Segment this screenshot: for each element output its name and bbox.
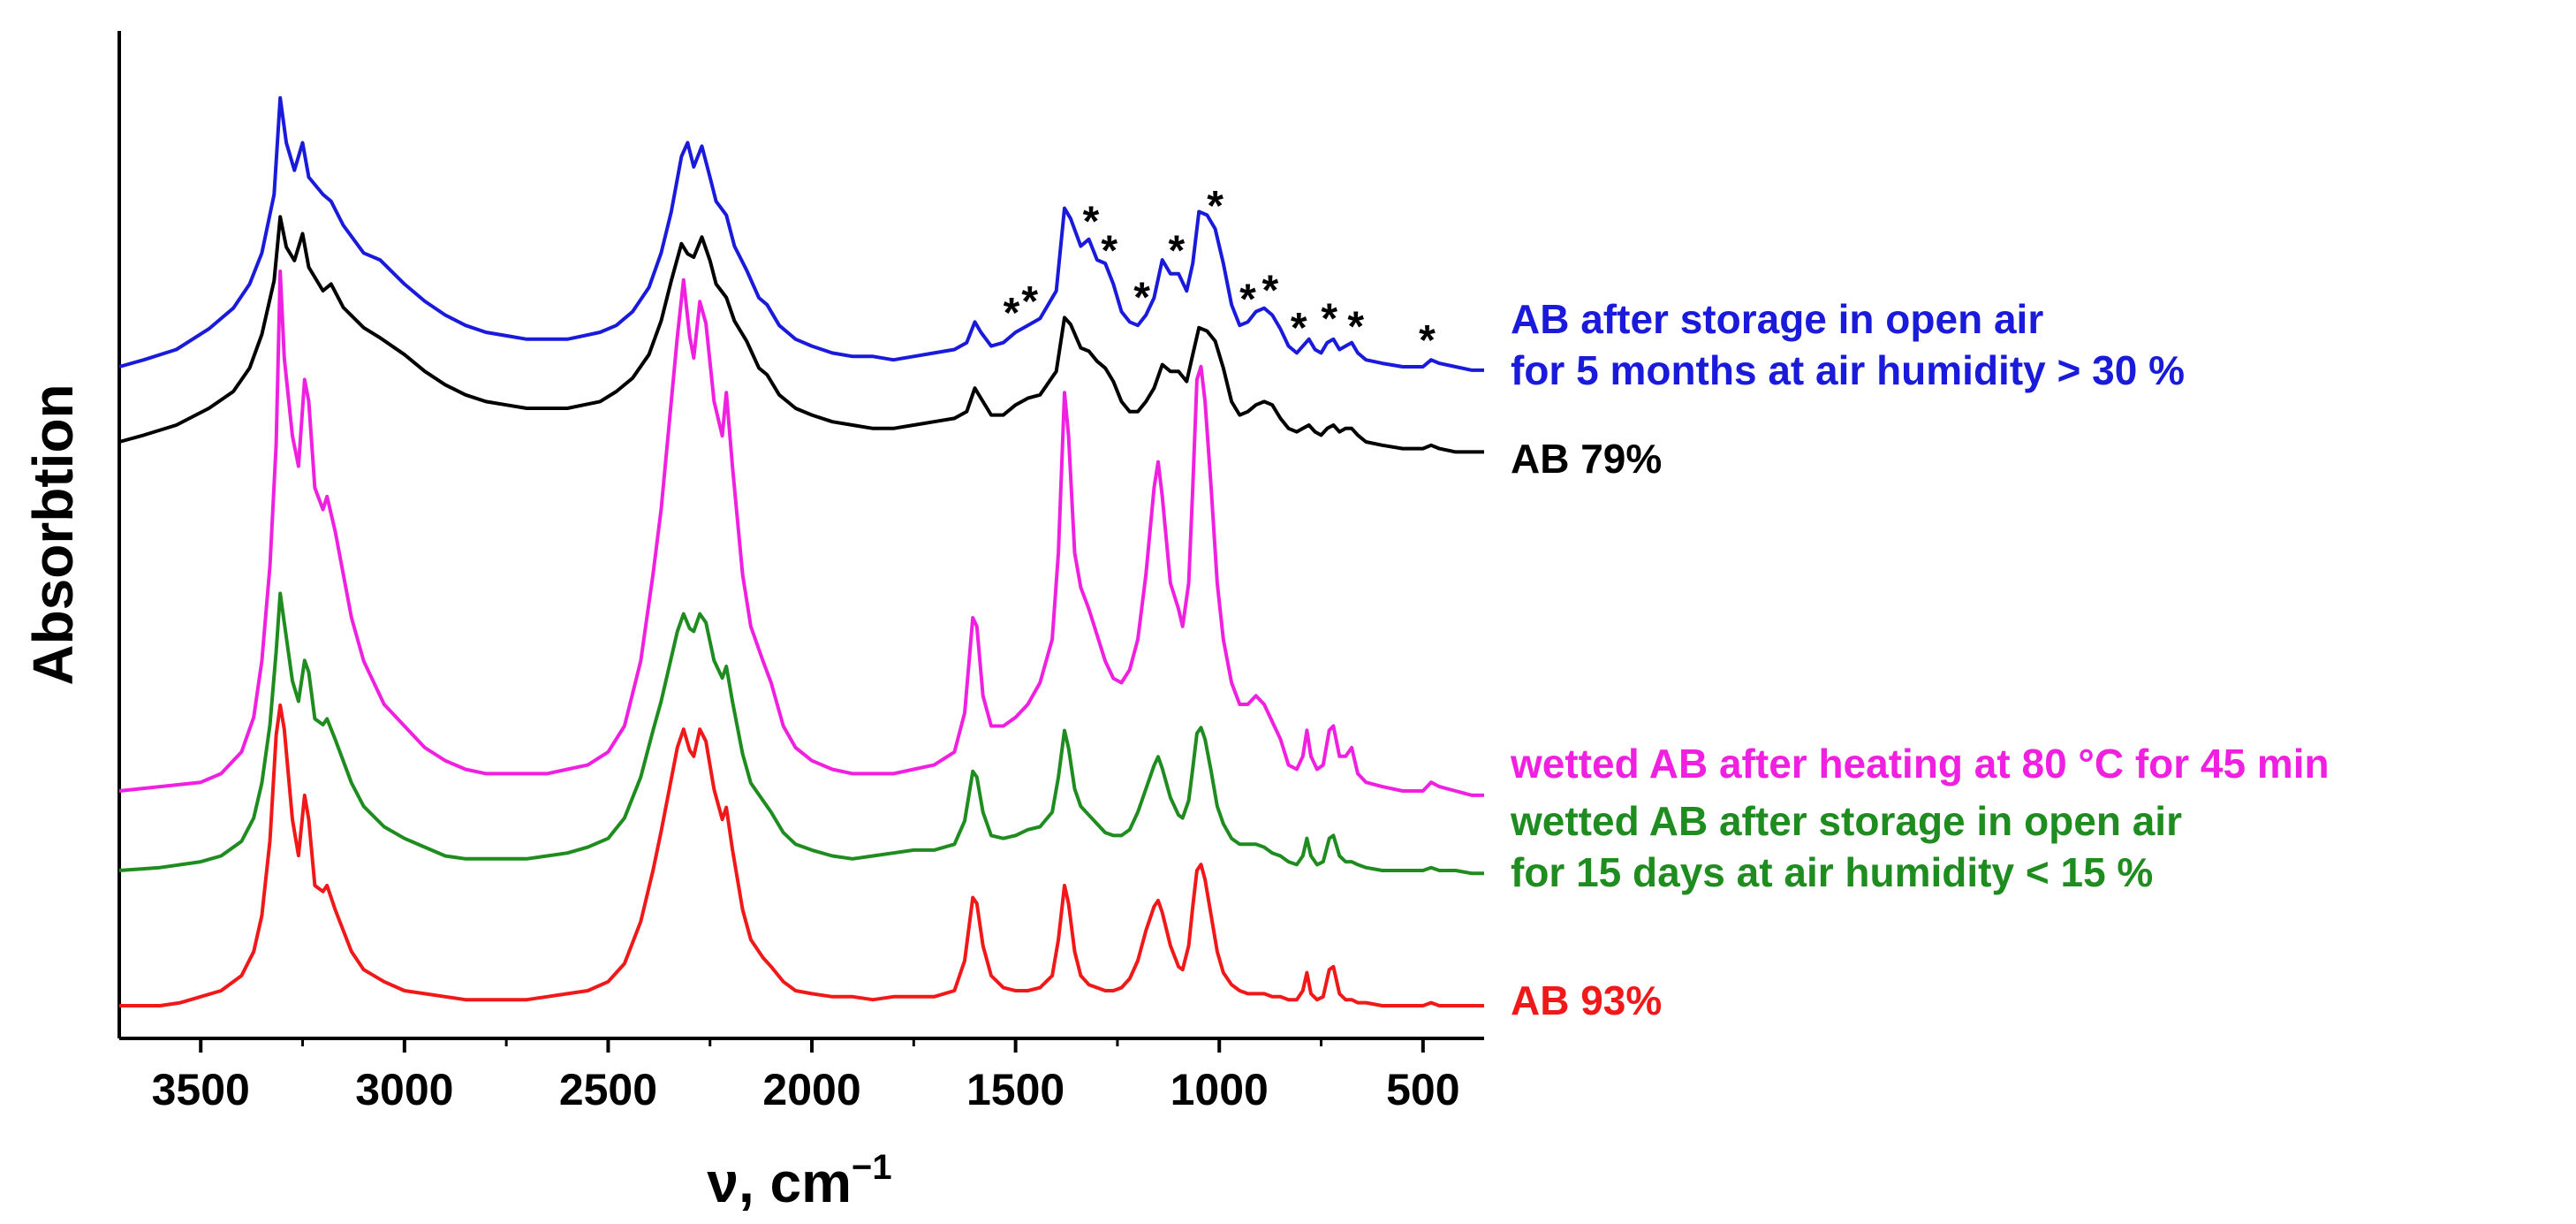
peak-asterisk: * bbox=[1262, 268, 1279, 315]
peak-asterisk: * bbox=[1347, 304, 1364, 351]
series-line-4 bbox=[119, 703, 1484, 1007]
peak-asterisk: * bbox=[1291, 305, 1307, 352]
series-label-4: AB 93% bbox=[1511, 977, 1662, 1023]
peak-asterisk: * bbox=[1239, 276, 1256, 323]
x-tick-label: 2500 bbox=[559, 1065, 657, 1114]
peak-asterisk: * bbox=[1321, 295, 1337, 342]
x-tick-label: 3000 bbox=[355, 1065, 453, 1114]
x-tick-label: 1500 bbox=[966, 1065, 1064, 1114]
peak-asterisk: * bbox=[1168, 228, 1185, 275]
peak-asterisk: * bbox=[1021, 278, 1038, 325]
x-tick-label: 3500 bbox=[152, 1065, 250, 1114]
series-label-3: for 15 days at air humidity < 15 % bbox=[1511, 849, 2153, 895]
x-tick-label: 2000 bbox=[762, 1065, 860, 1114]
peak-asterisk: * bbox=[1004, 290, 1020, 337]
x-tick-label: 500 bbox=[1386, 1065, 1459, 1114]
peak-asterisk: * bbox=[1419, 317, 1436, 364]
series-label-1: AB 79% bbox=[1511, 436, 1662, 482]
series-label-0: AB after storage in open air bbox=[1511, 296, 2043, 342]
peak-asterisk: * bbox=[1083, 199, 1100, 246]
x-axis-title-main: ν, cm bbox=[707, 1151, 852, 1214]
series-line-1 bbox=[118, 215, 1484, 454]
series-label-0: for 5 months at air humidity > 30 % bbox=[1511, 347, 2185, 393]
y-axis-title: Absorbtion bbox=[21, 384, 85, 685]
x-tick-label: 1000 bbox=[1171, 1065, 1269, 1114]
x-axis-title: ν, cm−1 bbox=[707, 1148, 891, 1214]
x-ticks: 3500 3000 2500 2000 1500 1000 500 bbox=[152, 1038, 1460, 1114]
series-labels: AB after storage in open air for 5 months… bbox=[1510, 296, 2330, 1023]
peak-asterisk: * bbox=[1133, 274, 1150, 321]
series-label-3: wetted AB after storage in open air bbox=[1510, 798, 2182, 844]
series-line-3 bbox=[118, 591, 1484, 876]
series-line-0 bbox=[118, 95, 1484, 372]
peak-asterisk: * bbox=[1101, 228, 1118, 275]
x-axis-title-superscript: −1 bbox=[852, 1148, 892, 1187]
peak-annotations: * ******* ** * * * bbox=[1004, 183, 1436, 364]
spectra-series bbox=[118, 95, 1484, 1007]
series-label-2: wetted AB after heating at 80 °C for 45 … bbox=[1510, 741, 2330, 787]
series-line-2 bbox=[118, 270, 1484, 797]
peak-asterisk: * bbox=[1207, 183, 1224, 230]
